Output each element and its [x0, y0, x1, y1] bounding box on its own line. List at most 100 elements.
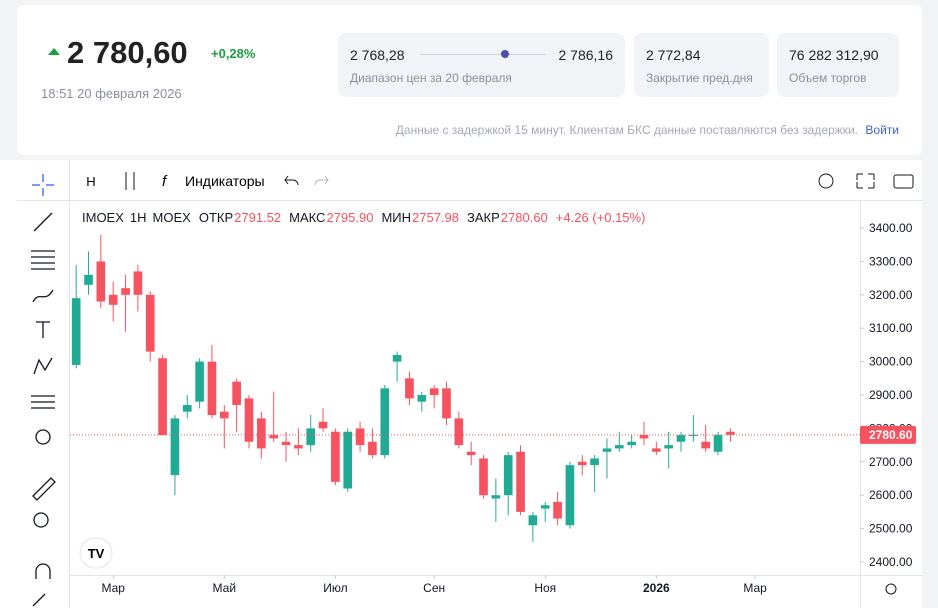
y-tick-label: 3300.00 — [869, 254, 913, 268]
y-tick-label: 2900.00 — [869, 388, 913, 402]
candle-body — [454, 418, 464, 446]
indicators-button[interactable]: Индикаторы — [185, 173, 265, 189]
x-tick-label: Мар — [101, 581, 125, 595]
candle-body — [182, 405, 192, 412]
candle-body — [207, 361, 217, 416]
candle-body — [244, 398, 254, 442]
undo-button[interactable] — [284, 175, 299, 186]
candle-body — [479, 458, 488, 496]
candle-body — [689, 435, 698, 437]
login-link[interactable]: Войти — [865, 123, 899, 137]
candle-body — [590, 458, 599, 466]
timestamp: 18:51 20 февраля 2026 — [41, 86, 182, 101]
candle-body — [96, 261, 106, 302]
x-tick-label: Май — [213, 581, 237, 595]
fullscreen-button[interactable] — [856, 173, 875, 189]
range-track — [420, 54, 546, 55]
range-caption: Диапазон цен за 20 февраля — [350, 71, 512, 85]
legend-label: ОТКР — [199, 210, 233, 225]
axis-settings[interactable] — [885, 583, 897, 595]
legend-interval: 1H — [130, 210, 147, 225]
volume-box: 76 282 312,90 Объем торгов — [777, 33, 899, 97]
candle-body — [565, 465, 575, 526]
y-tick-label: 3000.00 — [869, 355, 913, 369]
tv-logo-text: TV — [88, 546, 105, 561]
x-tick-label: Мар — [743, 581, 767, 595]
x-tick-label: Сен — [423, 581, 445, 595]
candle-body — [232, 381, 241, 406]
measure-tool[interactable] — [31, 395, 55, 409]
redo-button — [314, 175, 329, 186]
y-tick-label: 2600.00 — [869, 488, 913, 502]
candle-body — [491, 495, 501, 499]
legend-value: 2757.98 — [412, 210, 459, 225]
left-tools — [31, 174, 56, 607]
y-tick-label: 2400.00 — [869, 555, 913, 569]
magnet-tool[interactable] — [35, 563, 51, 579]
volume-caption: Объем торгов — [789, 71, 867, 85]
x-tick-label: Ноя — [534, 581, 556, 595]
ruler-tool[interactable] — [32, 477, 56, 501]
last-price-tag — [860, 425, 916, 444]
candle-body — [158, 358, 167, 436]
candle-body — [639, 435, 649, 439]
prev-close: 2 772,84 — [646, 47, 701, 63]
last-price-label: 2780.60 — [869, 428, 913, 442]
candle-body — [170, 418, 180, 476]
delay-note: Данные с задержкой 15 минут. Клиентам БК… — [395, 123, 858, 137]
snapshot-button[interactable] — [893, 174, 914, 189]
candle-body — [676, 435, 686, 442]
candle-body — [466, 451, 476, 456]
legend-value: 2791.52 — [234, 210, 281, 225]
range-dot — [501, 50, 509, 58]
brush-tool[interactable] — [32, 289, 54, 303]
candle-body — [331, 431, 340, 482]
prev-close-box: 2 772,84 Закрытие пред.дня — [634, 33, 769, 97]
candle-body — [528, 515, 538, 526]
legend-label: ЗАКР — [467, 210, 500, 225]
text-tool[interactable] — [36, 321, 50, 338]
tv-logo — [79, 537, 113, 569]
lock-tool[interactable] — [32, 593, 46, 607]
prev-close-caption: Закрытие пред.дня — [646, 71, 753, 85]
legend-value: 2795.90 — [326, 210, 373, 225]
candle-body — [195, 361, 204, 402]
candle-body — [318, 421, 328, 429]
range-low: 2 768,28 — [350, 47, 405, 63]
y-tick-label: 2500.00 — [869, 522, 913, 536]
fib-tool[interactable] — [31, 250, 55, 270]
y-tick-label: 3400.00 — [869, 221, 913, 235]
candle-body — [306, 428, 316, 446]
chart-type-button[interactable] — [125, 172, 135, 190]
candle-body — [429, 388, 439, 396]
pattern-tool[interactable] — [33, 357, 53, 375]
candle-body — [294, 445, 303, 449]
volume: 76 282 312,90 — [789, 47, 879, 63]
x-tick-label: 2026 — [643, 581, 670, 595]
candle-body — [516, 451, 525, 512]
legend-value: 2780.60 — [501, 210, 548, 225]
candle-body — [614, 445, 624, 449]
y-tick-label: 2700.00 — [869, 455, 913, 469]
candle-body — [405, 378, 414, 399]
range-box: 2 768,28 2 786,16 Диапазон цен за 20 фев… — [338, 33, 625, 97]
candle-body — [503, 455, 513, 496]
candle-body — [219, 411, 229, 419]
interval-button[interactable]: H — [86, 174, 95, 189]
candle-body — [257, 418, 266, 449]
candle-body — [652, 448, 661, 452]
up-arrow — [48, 48, 60, 55]
emoji-tool[interactable] — [35, 429, 51, 445]
candle-body — [713, 435, 723, 452]
settings-button[interactable] — [818, 173, 834, 189]
x-tick-label: Июл — [323, 581, 347, 595]
candle-body — [281, 441, 291, 446]
line-tool[interactable] — [33, 212, 53, 232]
candle-body — [577, 461, 587, 466]
candle-body — [84, 274, 93, 285]
candle-body — [71, 298, 81, 365]
zoom-tool[interactable] — [33, 512, 49, 528]
change: +0,28% — [211, 46, 256, 61]
crosshair-tool[interactable] — [32, 174, 54, 196]
